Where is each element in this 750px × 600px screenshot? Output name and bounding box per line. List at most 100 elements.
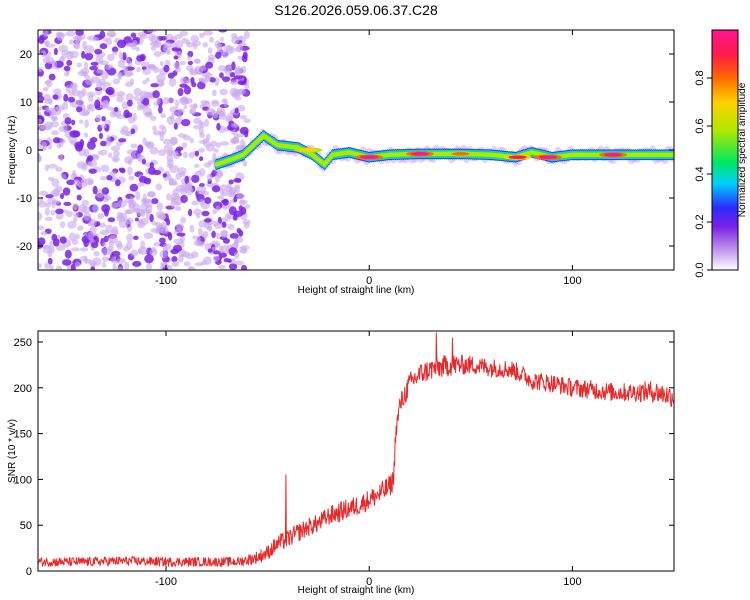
heatmap-noise-cell <box>159 132 164 142</box>
heatmap-noise-cell <box>59 192 65 200</box>
heatmap-noise-cell <box>99 222 107 228</box>
heatmap-noise-cell <box>235 44 244 51</box>
heatmap-noise-cell <box>38 190 48 196</box>
heatmap-noise-cell <box>209 77 216 83</box>
heatmap-noise-cell <box>112 263 117 270</box>
heatmap-noise-cell <box>181 118 191 127</box>
heatmap-noise-cell <box>172 244 182 252</box>
heatmap-noise-cell <box>140 240 145 250</box>
heatmap-noise-cell <box>72 216 78 223</box>
heatmap-noise-cell <box>239 199 248 205</box>
heatmap-noise-cell <box>157 149 167 157</box>
heatmap-noise-cell <box>161 126 167 135</box>
heatmap-noise-cell <box>116 211 123 220</box>
heatmap-noise-cell <box>47 163 58 169</box>
heatmap-noise-cell <box>217 195 225 200</box>
heatmap-noise-cell <box>166 193 171 201</box>
heatmap-noise-cell <box>131 154 137 161</box>
heatmap-noise-cell <box>96 80 103 90</box>
heatmap-noise-cell <box>193 124 202 130</box>
heatmap-noise-cell <box>117 71 123 78</box>
heatmap-noise-cell <box>83 132 89 138</box>
heatmap-noise-cell <box>221 221 227 228</box>
snr-series-line <box>38 332 674 567</box>
heatmap-noise-cell <box>100 176 107 181</box>
colorbar-tick-label: 0.6 <box>694 118 706 133</box>
heatmap-noise-cell <box>38 212 43 221</box>
heatmap-noise-cell <box>118 138 127 143</box>
heatmap-noise-cell <box>212 255 220 262</box>
heatmap-noise-cell <box>137 248 144 254</box>
heatmap-noise-cell <box>146 30 157 33</box>
heatmap-noise-cell <box>172 188 180 198</box>
heatmap-noise-cell <box>235 66 242 72</box>
heatmap-noise-cell <box>52 238 60 247</box>
heatmap-noise-cell <box>237 55 244 61</box>
heatmap-noise-cell <box>173 122 178 130</box>
heatmap-noise-cell <box>69 130 79 138</box>
snr-x-tick-label: 100 <box>563 576 581 588</box>
heatmap-noise-cell <box>105 64 112 71</box>
heatmap-noise-cell <box>211 230 216 239</box>
heatmap-noise-cell <box>114 179 121 187</box>
heatmap-noise-cell <box>156 202 164 211</box>
heatmap-noise-cell <box>244 84 250 90</box>
heatmap-noise-cell <box>144 254 154 264</box>
heatmap-noise-cell <box>111 250 121 257</box>
heatmap-noise-cell <box>43 30 49 37</box>
spectrogram-x-tick-label: 0 <box>366 275 372 287</box>
heatmap-noise-cell <box>233 251 240 259</box>
heatmap-noise-cell <box>84 52 94 61</box>
spectrogram-y-tick-label: 0 <box>26 145 32 157</box>
heatmap-noise-cell <box>126 71 134 77</box>
spectrogram-y-label: Frequency (Hz) <box>7 116 18 185</box>
heatmap-noise-cell <box>143 177 152 185</box>
heatmap-noise-cell <box>189 137 194 144</box>
heatmap-noise-cell <box>123 65 129 75</box>
heatmap-noise-cell <box>48 73 56 81</box>
heatmap-noise-cell <box>135 191 141 201</box>
heatmap-noise-cell <box>139 90 149 100</box>
heatmap-noise-cell <box>87 155 94 162</box>
heatmap-noise-cell <box>190 77 195 84</box>
heatmap-peak-cell <box>508 155 527 159</box>
heatmap-noise-cell <box>174 205 182 212</box>
heatmap-noise-cell <box>189 104 198 109</box>
heatmap-noise-cell <box>67 220 77 229</box>
heatmap-noise-cell <box>182 151 188 159</box>
heatmap-noise-cell <box>149 162 155 169</box>
heatmap-noise-cell <box>92 257 102 267</box>
heatmap-noise-cell <box>207 160 213 166</box>
heatmap-noise-cell <box>150 45 157 51</box>
heatmap-noise-cell <box>133 95 140 101</box>
colorbar-tick-label: 0.8 <box>694 70 706 85</box>
heatmap-noise-cell <box>230 139 240 144</box>
heatmap-noise-cell <box>50 115 59 122</box>
heatmap-noise-cell <box>168 181 179 186</box>
heatmap-noise-cell <box>85 78 95 86</box>
heatmap-noise-cell <box>116 141 123 147</box>
heatmap-noise-cell <box>125 112 133 118</box>
heatmap-noise-cell <box>64 117 72 125</box>
heatmap-noise-cell <box>167 264 173 270</box>
heatmap-noise-cell <box>102 85 107 92</box>
heatmap-noise-cell <box>88 161 93 166</box>
heatmap-noise-cell <box>56 143 62 149</box>
heatmap-noise-cell <box>170 199 176 209</box>
heatmap-noise-cell <box>130 128 136 135</box>
heatmap-noise-cell <box>100 164 110 173</box>
heatmap-noise-cell <box>92 204 100 213</box>
heatmap-noise-cell <box>159 213 166 220</box>
heatmap-noise-cell <box>129 183 139 192</box>
heatmap-noise-cell <box>204 197 212 204</box>
heatmap-noise-cell <box>56 245 66 251</box>
heatmap-noise-cell <box>111 145 121 152</box>
heatmap-noise-cell <box>140 217 149 226</box>
heatmap-noise-cell <box>63 124 68 133</box>
heatmap-noise-cell <box>81 40 87 50</box>
snr-x-tick-label: 0 <box>366 576 372 588</box>
spectrogram-x-tick-label: 100 <box>563 275 581 287</box>
heatmap-noise-cell <box>77 70 88 77</box>
heatmap-noise-cell <box>105 89 114 95</box>
